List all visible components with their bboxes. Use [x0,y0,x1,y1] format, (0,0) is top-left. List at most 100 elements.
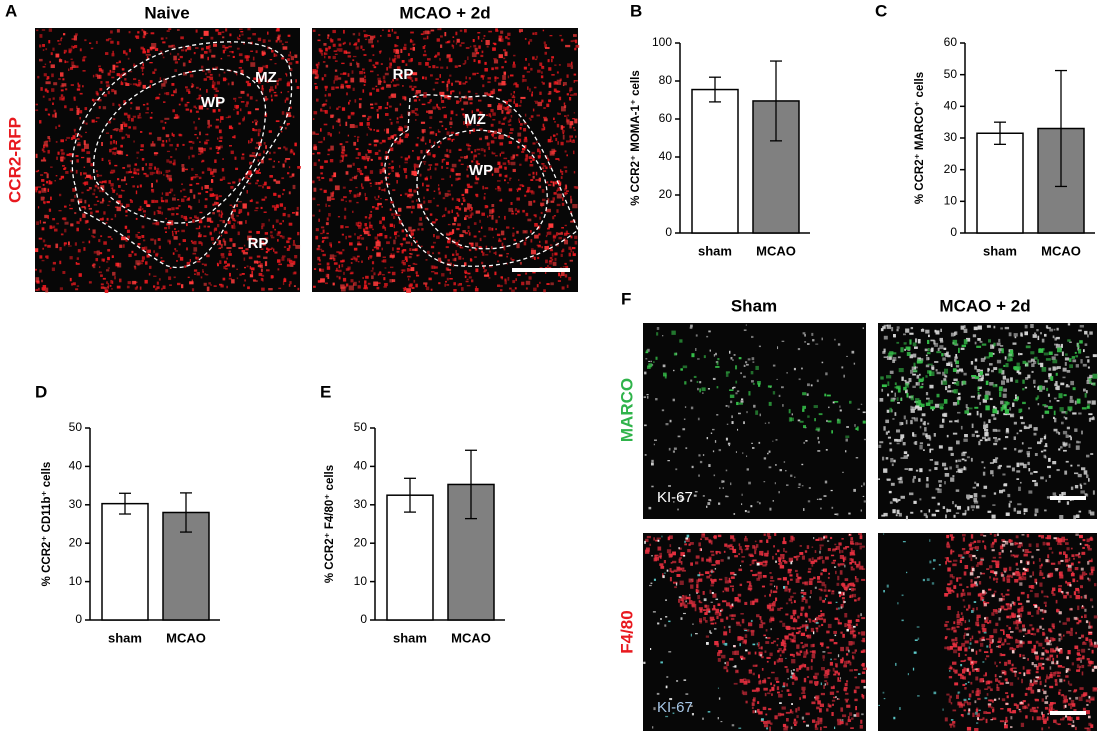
cell [166,150,171,153]
cell [979,371,983,376]
cell [247,83,251,87]
cell [172,197,176,201]
cell [672,450,676,453]
cell [989,391,991,396]
cell [224,230,228,233]
cell [1059,494,1062,497]
cell [1005,363,1009,368]
cell [411,110,415,114]
cell [224,232,228,234]
cell [806,634,812,639]
cell [400,156,403,159]
cell [544,240,548,244]
cell [289,281,292,285]
cell [769,689,772,692]
cell [201,263,204,265]
cell [804,550,808,553]
cell [432,106,436,110]
cell [112,151,114,155]
cell [121,189,123,191]
cell [885,419,890,424]
cell [270,89,274,92]
cell [188,196,190,201]
cell [133,140,135,143]
cell [404,74,408,77]
cell [327,93,332,97]
cell [146,204,151,207]
cell [262,39,266,43]
cell [743,421,745,425]
cell [839,570,843,575]
cell [71,38,76,40]
cell [885,431,889,435]
cell [261,223,265,227]
cell [1075,355,1079,358]
cell [207,167,211,171]
cell [95,90,99,95]
cell [547,59,550,63]
cell [648,506,652,510]
cell [910,395,915,401]
cell [357,241,361,245]
cell [1006,465,1011,468]
cell [402,85,404,87]
cell [70,67,74,70]
cell [565,44,571,48]
cell [786,484,789,486]
cell [328,213,331,217]
cell [237,38,241,40]
cell [939,484,942,487]
cell [503,49,506,52]
cell [249,96,253,100]
cell [976,410,979,416]
cell [396,66,401,70]
cell [690,406,694,410]
cell [457,223,461,227]
cell [707,502,711,506]
cell [487,81,491,84]
cell [241,249,246,253]
cell [534,234,539,239]
cell [338,43,342,47]
cell [469,185,473,189]
cell [88,228,91,231]
cell [320,128,322,132]
cell [105,38,110,42]
cell [103,286,107,290]
cell [93,251,98,254]
cell [464,95,467,98]
cell [946,508,949,513]
cell [406,268,410,272]
cell [982,436,986,440]
cell [63,49,67,53]
cell [487,170,491,173]
cell [253,129,255,132]
cell [1040,362,1044,368]
cell [860,509,862,512]
cell [381,86,385,90]
cell [845,587,848,592]
cell [908,468,913,471]
cell [1081,430,1083,435]
cell [1041,338,1045,343]
cell [347,85,351,89]
cell [1037,403,1040,406]
cell [356,62,360,68]
cell [544,44,547,48]
cell [361,186,364,190]
cell [863,482,865,486]
cell [814,681,819,685]
cell [766,660,769,663]
cell [902,442,906,446]
cell [1022,401,1026,405]
cell [455,113,458,116]
cell [46,90,49,93]
cell [838,542,842,546]
cell [729,350,731,354]
cell [804,643,809,647]
cell [807,570,811,573]
cell [250,172,252,175]
cell [277,268,280,271]
cell [268,288,273,291]
cell [967,407,973,410]
